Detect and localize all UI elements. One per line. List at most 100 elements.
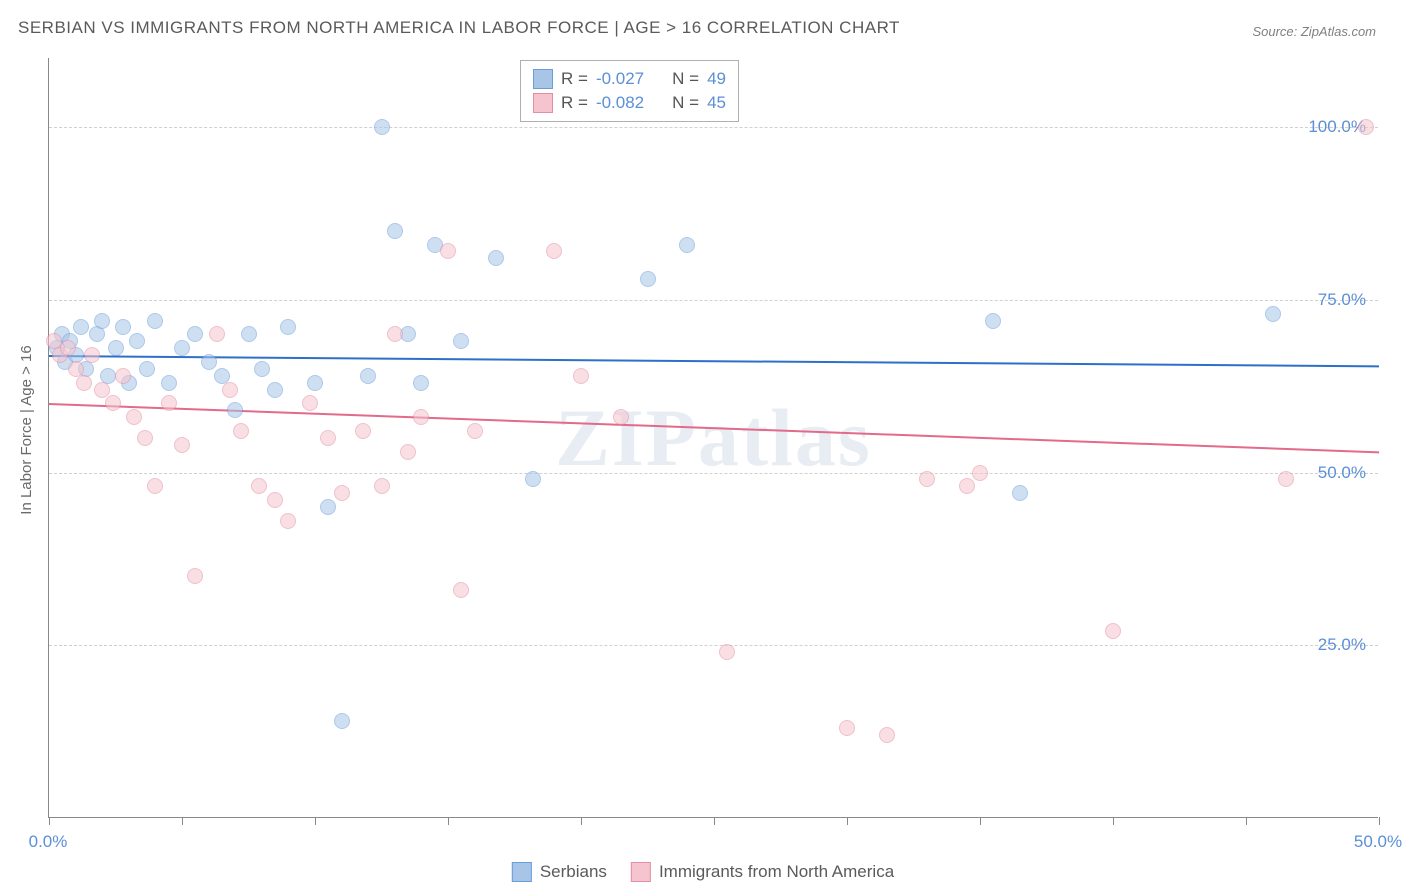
chart-title: SERBIAN VS IMMIGRANTS FROM NORTH AMERICA… xyxy=(18,18,900,38)
data-point xyxy=(115,368,131,384)
data-point xyxy=(187,326,203,342)
data-point xyxy=(1278,471,1294,487)
data-point xyxy=(161,395,177,411)
data-point xyxy=(94,313,110,329)
data-point xyxy=(959,478,975,494)
legend-item: Immigrants from North America xyxy=(631,862,894,882)
data-point xyxy=(719,644,735,660)
data-point xyxy=(467,423,483,439)
data-point xyxy=(267,492,283,508)
data-point xyxy=(919,471,935,487)
data-point xyxy=(839,720,855,736)
data-point xyxy=(413,375,429,391)
data-point xyxy=(76,375,92,391)
data-point xyxy=(546,243,562,259)
data-point xyxy=(73,319,89,335)
data-point xyxy=(413,409,429,425)
data-point xyxy=(251,478,267,494)
data-point xyxy=(233,423,249,439)
correlation-legend-box: R = -0.027 N = 49R = -0.082 N = 45 xyxy=(520,60,739,122)
data-point xyxy=(147,478,163,494)
n-value: 45 xyxy=(707,91,726,115)
data-point xyxy=(985,313,1001,329)
x-tick xyxy=(315,817,316,825)
data-point xyxy=(222,382,238,398)
data-point xyxy=(84,347,100,363)
data-point xyxy=(320,430,336,446)
x-tick-label: 0.0% xyxy=(29,832,68,852)
data-point xyxy=(679,237,695,253)
data-point xyxy=(440,243,456,259)
y-tick-label: 25.0% xyxy=(1318,635,1366,655)
gridline xyxy=(49,473,1378,474)
data-point xyxy=(387,223,403,239)
data-point xyxy=(280,513,296,529)
x-tick xyxy=(714,817,715,825)
n-label: N = xyxy=(672,91,699,115)
legend-label: Serbians xyxy=(540,862,607,882)
data-point xyxy=(334,713,350,729)
y-axis-title: In Labor Force | Age > 16 xyxy=(18,345,35,514)
x-tick xyxy=(1379,817,1380,825)
data-point xyxy=(137,430,153,446)
data-point xyxy=(360,368,376,384)
data-point xyxy=(573,368,589,384)
y-tick-label: 75.0% xyxy=(1318,290,1366,310)
legend-swatch xyxy=(533,69,553,89)
data-point xyxy=(89,326,105,342)
n-value: 49 xyxy=(707,67,726,91)
data-point xyxy=(267,382,283,398)
data-point xyxy=(174,437,190,453)
data-point xyxy=(94,382,110,398)
data-point xyxy=(320,499,336,515)
data-point xyxy=(161,375,177,391)
n-label: N = xyxy=(672,67,699,91)
data-point xyxy=(280,319,296,335)
source-label: Source: ZipAtlas.com xyxy=(1252,24,1376,39)
gridline xyxy=(49,645,1378,646)
correlation-row: R = -0.027 N = 49 xyxy=(533,67,726,91)
x-tick xyxy=(1113,817,1114,825)
data-point xyxy=(227,402,243,418)
watermark-text: ZIPatlas xyxy=(555,391,872,485)
x-tick xyxy=(49,817,50,825)
data-point xyxy=(201,354,217,370)
legend-swatch xyxy=(631,862,651,882)
data-point xyxy=(1358,119,1374,135)
data-point xyxy=(640,271,656,287)
data-point xyxy=(60,340,76,356)
data-point xyxy=(1105,623,1121,639)
trend-line xyxy=(49,403,1379,453)
data-point xyxy=(374,478,390,494)
data-point xyxy=(355,423,371,439)
legend-item: Serbians xyxy=(512,862,607,882)
data-point xyxy=(105,395,121,411)
data-point xyxy=(147,313,163,329)
data-point xyxy=(302,395,318,411)
y-tick-label: 50.0% xyxy=(1318,463,1366,483)
data-point xyxy=(400,444,416,460)
x-tick xyxy=(847,817,848,825)
data-point xyxy=(334,485,350,501)
data-point xyxy=(453,333,469,349)
x-tick xyxy=(1246,817,1247,825)
x-tick-label: 50.0% xyxy=(1354,832,1402,852)
legend-swatch xyxy=(533,93,553,113)
chart-plot-area: ZIPatlas 25.0%50.0%75.0%100.0% xyxy=(48,58,1378,818)
gridline xyxy=(49,127,1378,128)
r-value: -0.082 xyxy=(596,91,644,115)
data-point xyxy=(115,319,131,335)
x-tick xyxy=(182,817,183,825)
data-point xyxy=(241,326,257,342)
data-point xyxy=(174,340,190,356)
r-label: R = xyxy=(561,67,588,91)
data-point xyxy=(254,361,270,377)
legend-swatch xyxy=(512,862,532,882)
data-point xyxy=(126,409,142,425)
series-legend: Serbians Immigrants from North America xyxy=(512,862,894,882)
data-point xyxy=(187,568,203,584)
r-value: -0.027 xyxy=(596,67,644,91)
data-point xyxy=(488,250,504,266)
data-point xyxy=(108,340,124,356)
data-point xyxy=(387,326,403,342)
